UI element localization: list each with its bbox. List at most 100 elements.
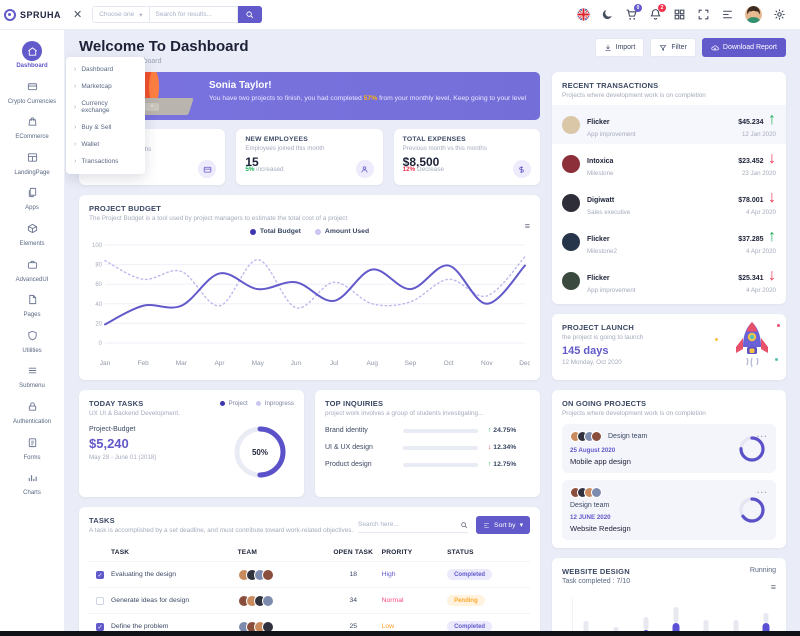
- apps-grid-icon[interactable]: [673, 8, 686, 21]
- brand-logo[interactable]: SPRUHA: [0, 8, 65, 21]
- stat-subtitle: Previous month vs this months: [402, 145, 487, 152]
- table-row[interactable]: Evaluating the design 18 High Completed: [89, 561, 530, 587]
- today-tasks-legend: Project Inprogress: [219, 400, 294, 407]
- legend-total-budget[interactable]: Total Budget: [249, 228, 301, 235]
- sidebar-item-advancedui[interactable]: AdvancedUI: [0, 253, 64, 289]
- user-avatar[interactable]: [745, 6, 762, 23]
- tasks-search-input[interactable]: [358, 517, 469, 533]
- sidebar-item-landingpage[interactable]: LandingPage: [0, 146, 64, 182]
- website-design-card: WEBSITE DESIGN Running Task completed : …: [552, 558, 786, 636]
- sidebar-item-forms[interactable]: Forms: [0, 431, 64, 467]
- row-checkbox[interactable]: [96, 622, 104, 631]
- fullscreen-icon[interactable]: [697, 8, 710, 21]
- dropdown-item-wallet[interactable]: › Wallet: [74, 141, 100, 148]
- notifications-bell-icon[interactable]: 2: [649, 4, 666, 21]
- brand-icon: [3, 8, 16, 21]
- dropdown-item-dashboard[interactable]: › Dashboard: [74, 66, 114, 73]
- project-launch-title: PROJECT LAUNCH: [562, 323, 634, 332]
- filter-button[interactable]: Filter: [650, 38, 696, 57]
- sidebar-item-apps[interactable]: Apps: [0, 181, 64, 217]
- project-item-mobile-app[interactable]: Design team ··· 25 August 2020 Mobile ap…: [562, 424, 776, 473]
- avatar: [562, 232, 580, 251]
- legend-inprogress[interactable]: Inprogress: [255, 400, 294, 407]
- table-row[interactable]: Generate ideas for design 34 Normal Pend…: [89, 587, 530, 613]
- layout-icon: [27, 150, 38, 168]
- sidebar-item-crypto-currencies[interactable]: Crypto Currencies: [0, 75, 64, 111]
- top-inquiries-title: TOP INQUIRIES: [325, 399, 384, 408]
- launch-countdown: 145 days: [562, 345, 609, 357]
- chevron-right-icon: ›: [74, 83, 77, 90]
- sidebar-item-elements[interactable]: Elements: [0, 217, 64, 253]
- transaction-row[interactable]: Digiwatt Sales executive $78.001 ↓ 4 Apr 2…: [552, 183, 786, 222]
- dropdown-item-currency-exchange[interactable]: › Currency exchange: [74, 100, 110, 114]
- chevron-right-icon: ›: [74, 124, 77, 131]
- table-row[interactable]: Define the problem 25 Low Completed: [89, 613, 530, 636]
- sidebar-item-authentication[interactable]: Authentication: [0, 395, 64, 431]
- sidebar-item-utilities[interactable]: Utilities: [0, 324, 64, 360]
- trend-arrow-icon: ↓: [768, 267, 776, 284]
- stat-delta: 12% Decrease: [402, 165, 444, 173]
- sidebar-item-dashboard[interactable]: Dashboard: [0, 37, 64, 75]
- search-button[interactable]: [237, 6, 262, 23]
- transactions-title: RECENT TRANSACTIONS: [562, 81, 659, 90]
- project-budget-card: PROJECT BUDGET The Project Budget is a t…: [79, 195, 540, 380]
- stat-value: $8,500: [402, 155, 440, 169]
- download-report-button[interactable]: Download Report: [701, 38, 786, 57]
- dropdown-item-transactions[interactable]: › Transactions: [74, 158, 119, 165]
- legend-project[interactable]: Project: [219, 400, 248, 407]
- sidebar-item-submenu[interactable]: Submenu: [0, 359, 64, 395]
- chart-menu-icon[interactable]: ≡: [524, 221, 530, 231]
- project-item-website-redesign[interactable]: ··· Design team 12 JUNE 2020 Website Red…: [562, 480, 776, 540]
- rocket-illustration: [730, 320, 774, 379]
- svg-text:20: 20: [95, 321, 102, 327]
- legend-dot: [255, 401, 261, 406]
- right-sidebar-toggle-icon[interactable]: [721, 8, 734, 21]
- ongoing-subtitle: Projects where development work is on co…: [562, 410, 706, 417]
- avatar: [562, 271, 580, 290]
- transaction-row[interactable]: Flicker App improvement $45.234 ↑ 12 Jan 2…: [552, 105, 786, 144]
- sort-by-button[interactable]: Sort by ▾: [476, 516, 530, 534]
- project-budget-label: Project-Budget: [89, 426, 136, 433]
- trend-arrow-icon: ↓: [768, 189, 776, 206]
- avatar: [562, 154, 580, 173]
- avatar: [562, 193, 580, 212]
- project-budget-title: PROJECT BUDGET: [89, 204, 161, 213]
- dropdown-item-buy-sell[interactable]: › Buy & Sell: [74, 124, 112, 131]
- language-flag-icon[interactable]: [577, 8, 590, 21]
- dark-mode-moon-icon[interactable]: [601, 8, 614, 21]
- sidebar-item-ecommerce[interactable]: ECommerce: [0, 110, 64, 146]
- cart-icon[interactable]: 0: [625, 4, 642, 21]
- today-tasks-card: TODAY TASKS Project Inprogress UX UI & B…: [79, 390, 304, 497]
- menu-icon: [27, 363, 38, 381]
- dropdown-item-marketcap[interactable]: › Marketcap: [74, 83, 112, 90]
- today-tasks-subtitle: UX UI & Backend Development.: [89, 410, 180, 417]
- sidebar-item-charts[interactable]: Charts: [0, 466, 64, 502]
- import-button[interactable]: Import: [594, 38, 645, 57]
- more-options-icon[interactable]: ···: [757, 488, 768, 497]
- inquiry-row: Product design ↑ 12.75%: [325, 461, 530, 468]
- stat-value: 15: [245, 155, 259, 169]
- settings-gear-icon[interactable]: [773, 8, 786, 21]
- project-launch-subtitle: the project is going to launch: [562, 334, 644, 341]
- team-avatars: [237, 620, 274, 633]
- top-inquiries-card: TOP INQUIRIES project work involves a gr…: [315, 390, 540, 497]
- chart-menu-icon[interactable]: ≡: [770, 582, 776, 592]
- pages-icon: [27, 292, 38, 310]
- donut-percent-label: 50%: [251, 447, 268, 457]
- team-avatars: [237, 594, 274, 607]
- row-checkbox[interactable]: [96, 570, 104, 579]
- chevron-down-icon: ▾: [139, 11, 143, 19]
- card-icon: [198, 160, 217, 178]
- transaction-row[interactable]: Flicker App improvement $25.341 ↓ 4 Apr 20…: [552, 261, 786, 300]
- category-select[interactable]: Choose one ▾: [92, 6, 150, 23]
- sidebar-close-icon[interactable]: ✕: [73, 9, 83, 21]
- more-options-icon[interactable]: ···: [757, 432, 768, 441]
- inquiry-delta: ↓ 12.34%: [488, 444, 517, 451]
- launch-date: 12 Monday, Oct 2020: [562, 359, 622, 366]
- sidebar-item-pages[interactable]: Pages: [0, 288, 64, 324]
- row-checkbox[interactable]: [96, 596, 104, 605]
- search-input[interactable]: [149, 6, 238, 23]
- legend-amount-used[interactable]: Amount Used: [314, 228, 369, 235]
- transaction-row[interactable]: Intoxica Milestone $23.452 ↓ 23 Jan 2020: [552, 144, 786, 183]
- transaction-row[interactable]: Flicker Milestone2 $37.285 ↑ 4 Apr 2020: [552, 222, 786, 261]
